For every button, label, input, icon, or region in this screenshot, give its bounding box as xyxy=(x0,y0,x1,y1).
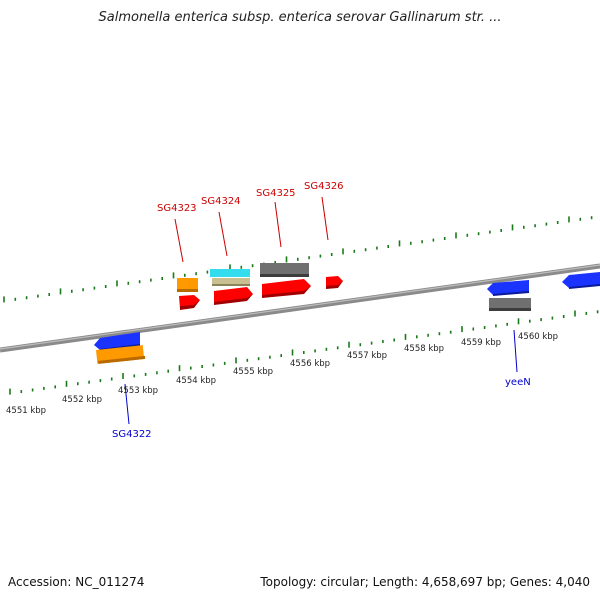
lower-tick-track xyxy=(9,310,599,395)
gene-block-gray-sg4325[interactable] xyxy=(260,263,309,276)
accession-label: Accession: NC_011274 xyxy=(8,575,145,589)
gene-label-sg4323[interactable]: SG4323 xyxy=(157,203,197,214)
gene-block-gray-yeen[interactable] xyxy=(489,298,531,310)
scale-label-4553: 4553 kbp xyxy=(118,386,158,396)
gene-block-khaki[interactable] xyxy=(212,278,250,286)
gene-label-sg4325[interactable]: SG4325 xyxy=(256,188,296,199)
gene-label-sg4322[interactable]: SG4322 xyxy=(112,429,152,440)
gene-label-sg4326[interactable]: SG4326 xyxy=(304,181,344,192)
map-title: Salmonella enterica subsp. enterica sero… xyxy=(98,10,502,25)
gene-block-cyan[interactable] xyxy=(210,269,250,277)
gene-label-yeen[interactable]: yeeN xyxy=(505,377,531,388)
gene-arrow-blue-right[interactable] xyxy=(562,272,600,288)
gene-sg4323[interactable] xyxy=(177,278,198,292)
scale-label-4556: 4556 kbp xyxy=(290,359,330,369)
scale-label-4560: 4560 kbp xyxy=(518,332,558,342)
genome-backbone-highlight xyxy=(0,264,600,350)
gene-label-sg4324[interactable]: SG4324 xyxy=(201,196,241,207)
scale-label-4554: 4554 kbp xyxy=(176,376,216,386)
genome-summary: Topology: circular; Length: 4,658,697 bp… xyxy=(260,575,590,589)
scale-label-4555: 4555 kbp xyxy=(233,367,273,377)
scale-label-4559: 4559 kbp xyxy=(461,338,501,348)
gene-block-orange[interactable] xyxy=(177,278,198,291)
scale-label-4552: 4552 kbp xyxy=(62,395,102,405)
scale-label-4558: 4558 kbp xyxy=(404,344,444,354)
gene-arrow-blue-yeen[interactable] xyxy=(487,280,529,295)
scale-label-4551: 4551 kbp xyxy=(6,406,46,416)
scale-label-4557: 4557 kbp xyxy=(347,351,387,361)
genome-backbone xyxy=(0,263,600,353)
